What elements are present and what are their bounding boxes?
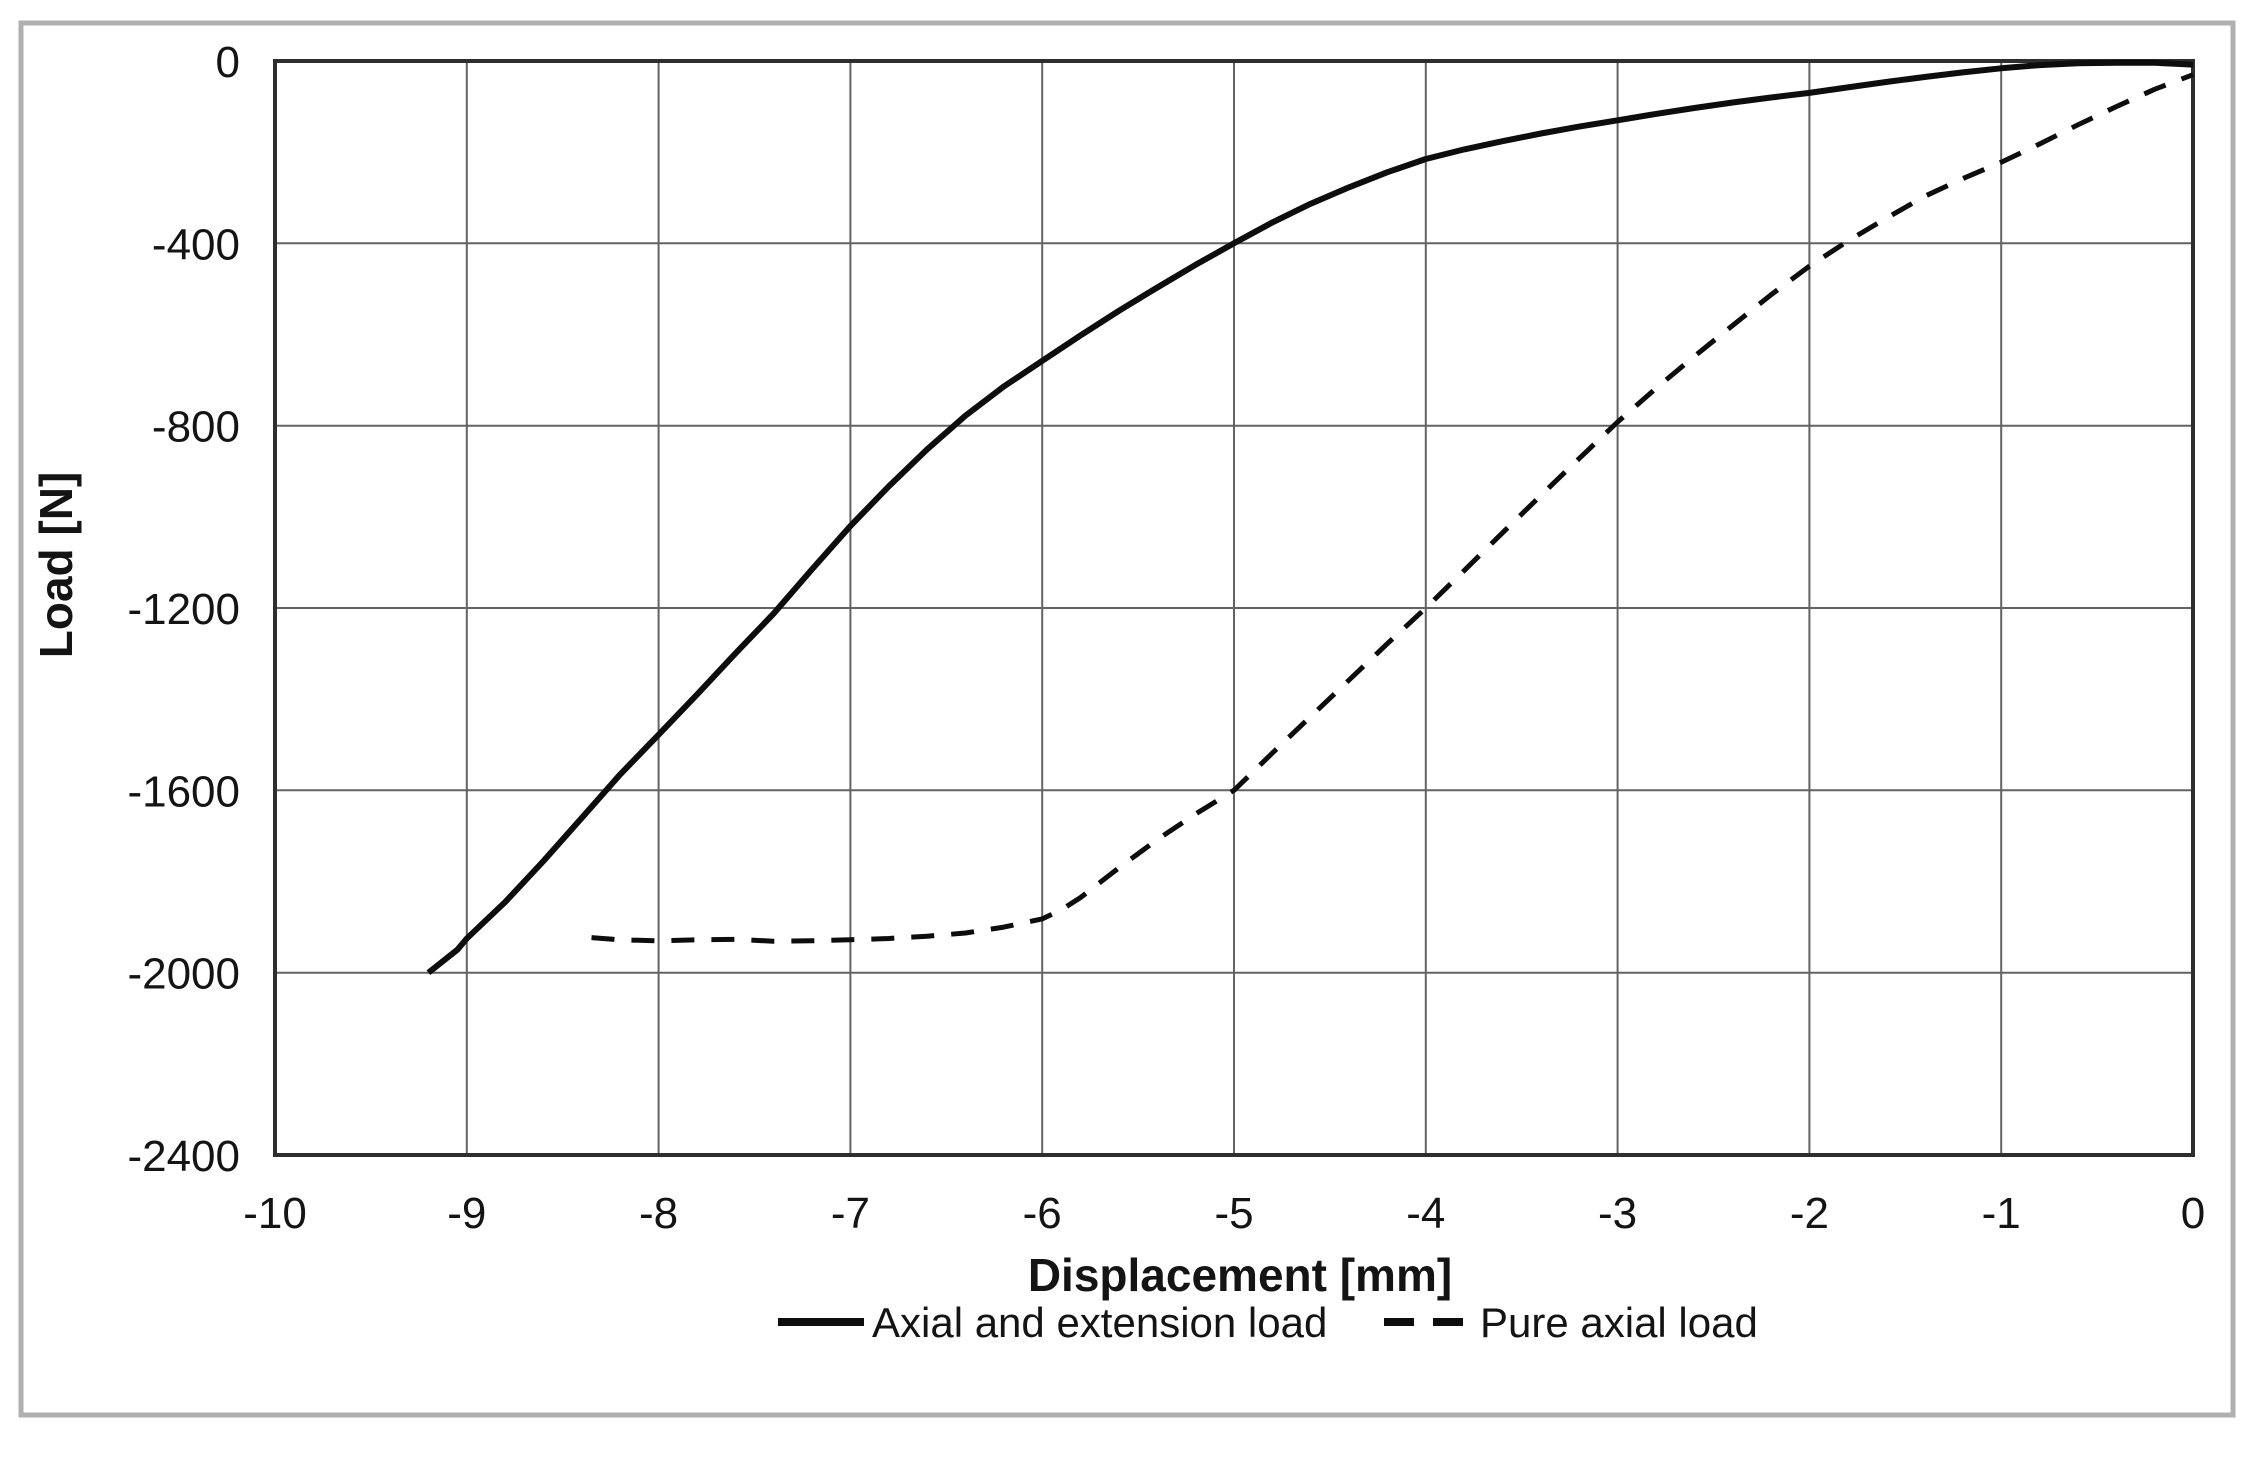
x-tick-label: 0 — [2181, 1189, 2205, 1238]
legend-label-axial-extension: Axial and extension load — [872, 1299, 1327, 1346]
y-tick-labels: 0 -400 -800 -1200 -1600 -2000 -2400 — [127, 38, 240, 1181]
x-tick-label: -6 — [1023, 1189, 1062, 1238]
figure-frame — [18, 20, 2236, 1418]
x-tick-label: -1 — [1982, 1189, 2021, 1238]
pure-axial-load-line — [591, 72, 2194, 944]
x-tick-label: -10 — [243, 1189, 307, 1238]
axial-extension-load-line — [426, 59, 2194, 976]
y-tick-label: -1600 — [127, 767, 240, 816]
x-tick-label: -9 — [447, 1189, 486, 1238]
y-tick-label: -2400 — [127, 1132, 240, 1181]
y-tick-label: -800 — [152, 403, 240, 452]
y-axis-title: Load [N] — [30, 472, 82, 659]
y-tick-label: -400 — [152, 220, 240, 269]
y-tick-label: 0 — [216, 38, 240, 87]
x-tick-label: -5 — [1214, 1189, 1253, 1238]
plot-border — [273, 59, 2195, 1157]
legend: Axial and extension load Pure axial load — [778, 1299, 1758, 1346]
x-tick-labels: -10 -9 -8 -7 -6 -5 -4 -3 -2 -1 0 — [243, 1189, 2205, 1238]
y-tick-label: -2000 — [127, 950, 240, 999]
gridlines — [274, 60, 2194, 1156]
x-tick-label: -4 — [1406, 1189, 1445, 1238]
x-tick-label: -2 — [1790, 1189, 1829, 1238]
legend-label-pure-axial: Pure axial load — [1480, 1299, 1758, 1346]
x-axis-title: Displacement [mm] — [1028, 1249, 1452, 1301]
y-tick-label: -1200 — [127, 585, 240, 634]
x-tick-label: -8 — [639, 1189, 678, 1238]
series-lines — [426, 59, 2194, 976]
x-tick-label: -7 — [831, 1189, 870, 1238]
x-tick-label: -3 — [1598, 1189, 1637, 1238]
